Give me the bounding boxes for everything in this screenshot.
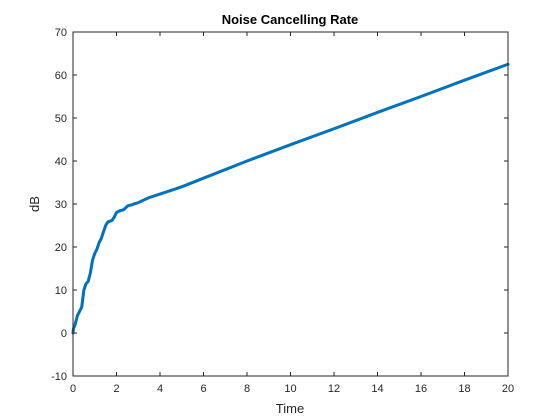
y-tick-label: 30 <box>55 199 67 211</box>
y-tick-label: 50 <box>55 113 67 125</box>
x-tick-label: 10 <box>284 383 296 395</box>
x-tick-label: 0 <box>70 383 76 395</box>
x-tick-label: 20 <box>502 383 514 395</box>
x-tick-label: 6 <box>200 383 206 395</box>
y-tick-label: 40 <box>55 156 67 168</box>
y-tick-label: 0 <box>61 328 67 340</box>
x-axis: 0 2 4 6 8 10 12 14 16 18 20 <box>70 32 514 395</box>
y-tick-label: 10 <box>55 285 67 297</box>
chart-title: Noise Cancelling Rate <box>222 12 359 27</box>
x-tick-label: 8 <box>244 383 250 395</box>
y-axis-label: dB <box>27 196 42 212</box>
x-tick-label: 18 <box>458 383 470 395</box>
x-tick-label: 2 <box>113 383 119 395</box>
y-tick-label: 20 <box>55 242 67 254</box>
x-tick-label: 4 <box>157 383 163 395</box>
x-tick-label: 16 <box>415 383 427 395</box>
x-tick-label: 12 <box>328 383 340 395</box>
plot-area <box>71 62 510 335</box>
series-line <box>71 62 510 335</box>
y-tick-label: 70 <box>55 27 67 39</box>
y-axis: -10 0 10 20 30 40 50 60 70 <box>51 27 508 383</box>
y-tick-label: 60 <box>55 70 67 82</box>
x-axis-label: Time <box>276 401 304 416</box>
x-tick-label: 14 <box>371 383 383 395</box>
y-tick-label: -10 <box>51 371 67 383</box>
